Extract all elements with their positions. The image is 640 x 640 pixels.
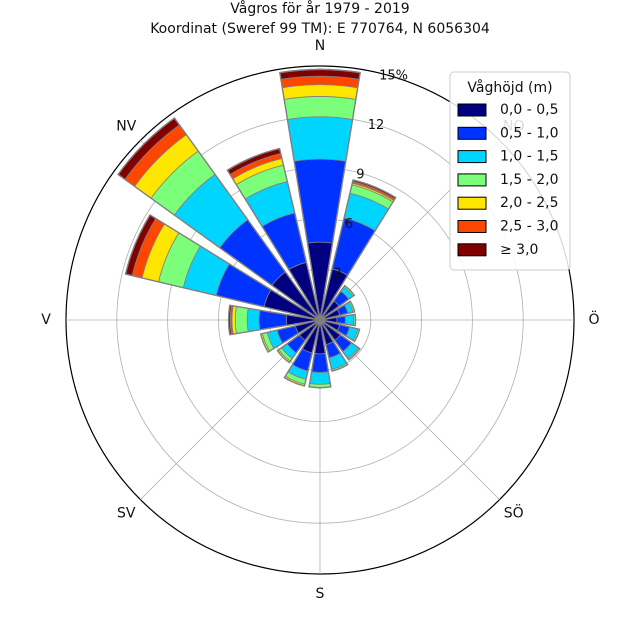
sector-9 (283, 319, 321, 387)
chart-title: Vågros för år 1979 - 2019 (230, 0, 409, 17)
legend-swatch-5 (457, 220, 487, 233)
ring-label-0: 3 (333, 267, 341, 282)
sector-4 (319, 313, 357, 327)
sector-8-segment-2 (309, 371, 331, 385)
direction-label-4: S (316, 586, 325, 602)
sector-0-segment-2 (286, 116, 354, 162)
sector-1-outline (319, 179, 397, 321)
legend-swatch-1 (457, 126, 487, 140)
direction-label-0: N (315, 38, 325, 54)
ring-label-3: 12 (368, 118, 385, 133)
sector-15 (226, 147, 321, 321)
sector-6-outline (319, 319, 361, 361)
sector-3 (319, 300, 356, 321)
sector-5 (319, 319, 361, 343)
sector-6 (319, 319, 361, 361)
direction-label-2: Ö (588, 310, 599, 328)
sector-7-outline (319, 319, 349, 372)
sector-10 (276, 319, 321, 364)
legend-label-2: 1,0 - 1,5 (500, 149, 558, 165)
chart-subtitle: Koordinat (Sweref 99 TM): E 770764, N 60… (150, 21, 490, 37)
sector-0-segment-3 (283, 96, 357, 120)
legend: Våghöjd (m) 0,0 - 0,5 0,5 - 1,0 1,0 - 1,5 1… (449, 71, 571, 271)
sector-12-outline (227, 304, 321, 336)
direction-label-7: NV (116, 118, 136, 134)
sector-0-outline (279, 68, 361, 321)
sector-12-segment-2 (246, 307, 261, 333)
sector-12-segment-3 (234, 305, 249, 335)
ring-label-4: 15% (379, 69, 408, 84)
sector-13-outline (124, 213, 321, 321)
sector-12 (227, 304, 321, 336)
legend-swatch-0 (457, 103, 487, 117)
legend-label-6: ≥ 3,0 (500, 242, 538, 258)
sector-14 (117, 117, 321, 321)
direction-label-3: SÖ (504, 504, 524, 522)
direction-label-6: V (41, 312, 51, 328)
sector-14-outline (117, 117, 321, 321)
sector-11 (259, 319, 321, 354)
sector-13 (124, 213, 321, 321)
ring-label-2: 9 (356, 168, 364, 183)
sector-4-outline (319, 313, 357, 327)
sector-2 (319, 284, 356, 321)
legend-label-0: 0,0 - 0,5 (500, 102, 558, 118)
legend-swatch-2 (457, 150, 487, 164)
ring-label-1: 6 (345, 217, 353, 232)
sector-9-outline (283, 319, 321, 387)
legend-label-3: 1,5 - 2,0 (500, 172, 558, 188)
sector-8 (308, 319, 332, 389)
direction-label-5: SV (117, 506, 136, 522)
sector-1 (319, 179, 397, 321)
legend-swatch-6 (457, 243, 487, 257)
sector-3-outline (319, 300, 356, 321)
sector-11-outline (259, 319, 321, 354)
legend-items: 0,0 - 0,5 0,5 - 1,0 1,0 - 1,5 1,5 - 2,0 2,0 … (457, 102, 558, 258)
sector-7 (319, 319, 349, 372)
sector-8-outline (308, 319, 332, 389)
sector-10-outline (276, 319, 321, 364)
sector-2-outline (319, 284, 356, 321)
legend-label-4: 2,0 - 2,5 (500, 195, 558, 211)
legend-swatch-4 (457, 196, 487, 210)
sector-0 (279, 68, 361, 321)
legend-label-1: 0,5 - 1,0 (500, 125, 558, 141)
ring-tick-labels: 3 6 9 12 15% (333, 69, 408, 282)
legend-swatch-3 (457, 173, 487, 187)
sector-bars (117, 68, 397, 389)
legend-title: Våghöjd (m) (467, 79, 552, 96)
sector-5-outline (319, 319, 361, 343)
sector-15-outline (226, 147, 321, 321)
legend-label-5: 2,5 - 3,0 (500, 219, 558, 235)
